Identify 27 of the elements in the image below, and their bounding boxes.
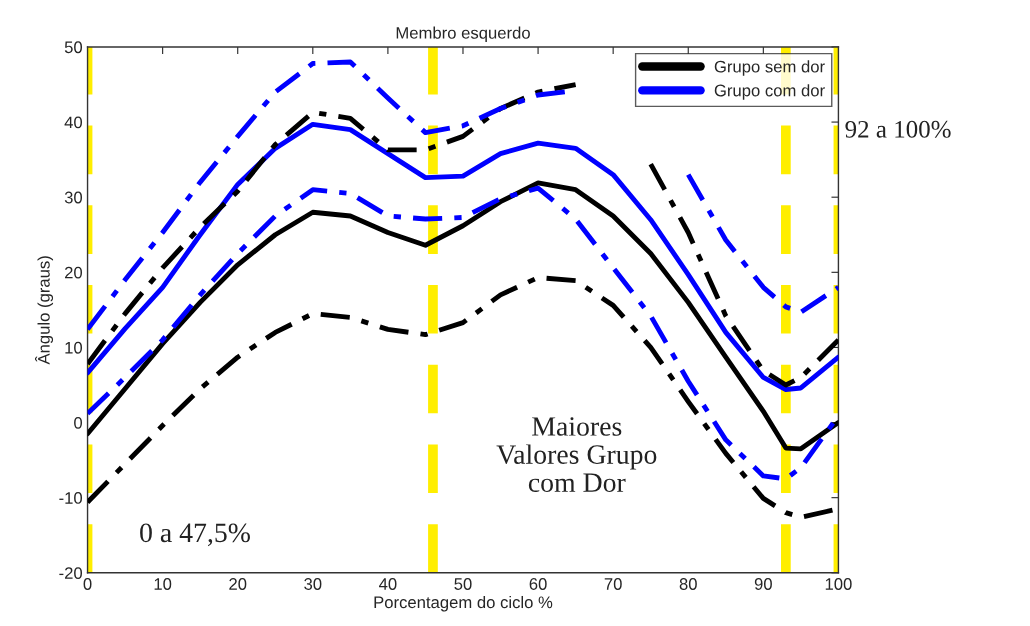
legend-label: Grupo sem dor bbox=[714, 60, 825, 76]
y-tick-label: 50 bbox=[64, 41, 83, 54]
x-tick-label: 70 bbox=[604, 578, 622, 590]
y-axis-title: Ângulo (graus) bbox=[35, 256, 54, 365]
x-tick-label: 50 bbox=[454, 578, 472, 590]
y-tick-label: 0 bbox=[74, 416, 83, 429]
y-tick-label: 20 bbox=[64, 266, 83, 279]
legend-label: Grupo com dor bbox=[714, 84, 825, 100]
x-tick-label: 20 bbox=[229, 578, 247, 590]
annotation: 0 a 47,5% bbox=[140, 523, 250, 547]
x-tick-label: 40 bbox=[379, 578, 397, 590]
x-tick-label: 100 bbox=[825, 578, 852, 590]
y-tick-label: 10 bbox=[65, 341, 83, 354]
x-tick-label: 90 bbox=[754, 578, 772, 590]
x-tick-label: 0 bbox=[83, 578, 92, 590]
y-tick-label: 40 bbox=[64, 116, 83, 129]
x-tick-label: 80 bbox=[679, 578, 697, 590]
annotation: Maiores Valores Grupo com Dor bbox=[496, 417, 657, 493]
y-tick-label: -20 bbox=[59, 567, 83, 579]
y-tick-label: 30 bbox=[64, 191, 83, 204]
x-tick-label: 30 bbox=[304, 578, 322, 590]
chart-title: Membro esquerdo bbox=[396, 26, 530, 43]
text: 92 a 100% bbox=[845, 120, 951, 138]
x-axis-title: Porcentagem do ciclo % bbox=[374, 595, 553, 612]
y-tick-label: -10 bbox=[59, 492, 83, 504]
x-tick-label: 60 bbox=[529, 578, 547, 590]
x-tick-label: 10 bbox=[154, 578, 172, 590]
